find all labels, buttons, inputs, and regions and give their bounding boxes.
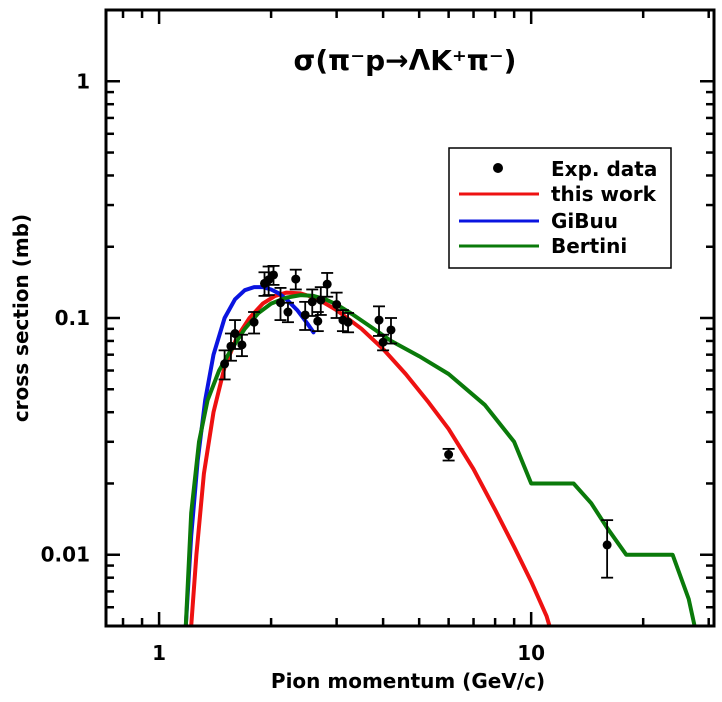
data-point <box>283 307 293 317</box>
tick-labels: 1 10 0.01 0.1 1 <box>41 69 545 665</box>
legend: Exp. data this work GiBuu Bertini <box>448 147 672 269</box>
data-point <box>230 329 240 339</box>
data-point <box>268 270 278 280</box>
data-point <box>307 297 317 307</box>
chart-title: σ(π⁻p→ΛK⁺π⁻) <box>294 44 517 77</box>
data-point <box>237 340 247 350</box>
curve-bertini <box>183 293 697 626</box>
legend-label-bertini: Bertini <box>551 234 627 258</box>
y-tick-label: 0.1 <box>55 306 90 330</box>
curves <box>183 285 697 626</box>
data-point <box>378 337 388 347</box>
x-axis-label: Pion momentum (GeV/c) <box>271 669 545 693</box>
y-tick-label: 1 <box>76 69 90 93</box>
data-point <box>300 310 310 320</box>
x-tick-label: 10 <box>517 641 545 665</box>
plot-frame <box>104 8 716 628</box>
curve-this-work <box>189 290 552 626</box>
data-point <box>322 279 332 289</box>
data-point <box>332 300 342 310</box>
data-point <box>602 540 612 550</box>
data-point <box>316 295 326 305</box>
data-point <box>220 359 230 369</box>
data-point <box>249 317 259 327</box>
x-tick-label: 1 <box>152 641 166 665</box>
legend-label-exp-data: Exp. data <box>551 157 657 181</box>
data-points <box>218 264 614 579</box>
data-point <box>276 298 286 308</box>
data-point <box>313 316 323 326</box>
legend-box <box>448 147 672 269</box>
data-point <box>343 317 353 327</box>
data-point <box>444 450 454 460</box>
data-point <box>386 325 396 335</box>
data-point <box>291 274 301 284</box>
data-point <box>374 315 384 325</box>
legend-label-this-work: this work <box>551 182 657 206</box>
legend-label-gibuu: GiBuu <box>551 209 618 233</box>
legend-marker-exp-data <box>493 163 503 173</box>
y-axis-label: cross section (mb) <box>9 214 33 422</box>
y-tick-label: 0.01 <box>41 543 90 567</box>
